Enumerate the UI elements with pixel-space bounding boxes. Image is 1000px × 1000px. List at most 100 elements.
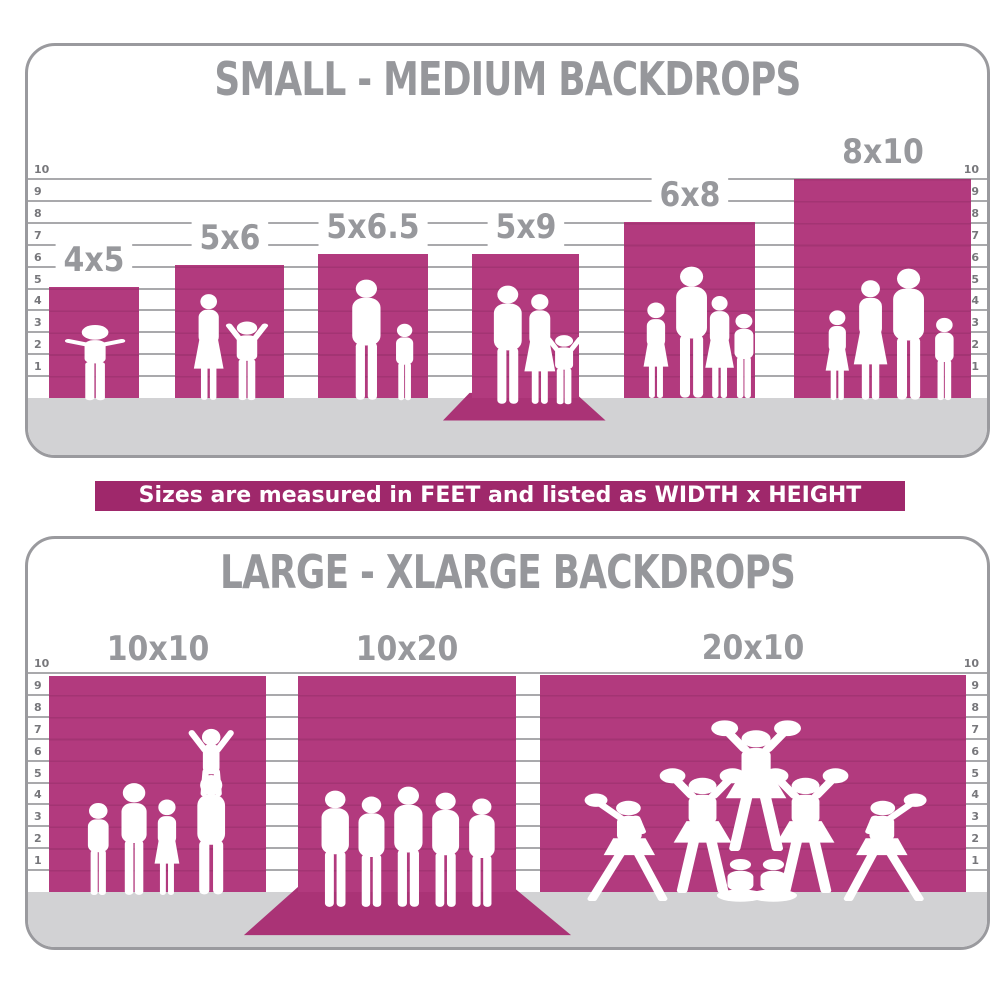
ruler-number-left-2: 2 bbox=[34, 832, 42, 846]
silhouette-child-8x10-3 bbox=[920, 317, 969, 401]
ruler-number-right-4: 4 bbox=[971, 788, 979, 802]
adult_f-figure bbox=[194, 294, 224, 400]
ruler-number-left-6: 6 bbox=[34, 744, 42, 758]
toddler-figure bbox=[64, 324, 126, 401]
ruler-number-right-7: 7 bbox=[971, 722, 979, 736]
ruler-number-left-5: 5 bbox=[34, 766, 42, 780]
ruler-number-right-2: 2 bbox=[971, 338, 979, 352]
sizing-note-banner: Sizes are measured in FEET and listed as… bbox=[95, 481, 905, 511]
cheer_lunge-figure bbox=[844, 793, 927, 902]
kid_on_shoulders-figure bbox=[188, 728, 234, 895]
ruler-number-right-8: 8 bbox=[971, 700, 979, 714]
ruler-number-right-6: 6 bbox=[971, 744, 979, 758]
child_f-figure bbox=[643, 302, 669, 399]
silhouette-cheer_lunge-20x10-0 bbox=[577, 789, 672, 902]
ruler-number-right-9: 9 bbox=[971, 184, 979, 198]
ruler-number-right-10: 10 bbox=[963, 163, 979, 176]
ruler-number-right-10: 10 bbox=[963, 657, 979, 670]
ruler-number-left-1: 1 bbox=[34, 360, 42, 374]
adult_m-figure bbox=[676, 266, 708, 398]
ruler-number-left-9: 9 bbox=[34, 184, 42, 198]
adult_m-figure bbox=[321, 790, 349, 907]
adult_m-figure bbox=[469, 798, 495, 907]
ruler-number-right-8: 8 bbox=[971, 206, 979, 220]
size-label-20x10: 20x10 bbox=[693, 629, 813, 667]
ruler-number-left-5: 5 bbox=[34, 272, 42, 286]
base_sit-figure bbox=[716, 858, 764, 902]
small-medium-panel: SMALL - MEDIUM BACKDROPS 10 10 9 9 8 8 7 7 6 6 5 5 4… bbox=[25, 43, 990, 458]
ruler-number-right-7: 7 bbox=[971, 228, 979, 242]
ruler-gridline-9ft bbox=[28, 199, 987, 202]
ruler-number-right-1: 1 bbox=[971, 360, 979, 374]
silhouette-child_f-10x10-2 bbox=[140, 798, 194, 896]
size-label-10x10: 10x10 bbox=[98, 630, 217, 668]
ruler-number-right-9: 9 bbox=[971, 678, 979, 692]
adult_m-figure bbox=[358, 796, 384, 907]
ruler-number-right-2: 2 bbox=[971, 832, 979, 846]
silhouette-child_arms_up-5x6-1 bbox=[215, 319, 279, 401]
silhouette-child_f-6x8-0 bbox=[629, 301, 683, 399]
floor-strip bbox=[28, 398, 987, 455]
small-medium-title: SMALL - MEDIUM BACKDROPS bbox=[214, 52, 801, 106]
child-figure bbox=[396, 323, 414, 401]
silhouette-adult_m-6x8-1 bbox=[653, 266, 730, 399]
adult_m-figure bbox=[393, 786, 423, 907]
backdrop-5x6 bbox=[175, 265, 284, 398]
child-figure bbox=[121, 783, 147, 895]
silhouette-adult_m-10x20-3 bbox=[412, 792, 479, 908]
silhouette-cheer_v-20x10-5 bbox=[752, 767, 859, 894]
ruler-number-right-1: 1 bbox=[971, 854, 979, 868]
silhouette-adult_m-8x10-2 bbox=[870, 268, 947, 401]
adult_m-figure bbox=[432, 792, 460, 907]
ruler-number-left-7: 7 bbox=[34, 722, 42, 736]
child-figure bbox=[934, 317, 954, 401]
ruler-number-right-4: 4 bbox=[971, 294, 979, 308]
cheer_lunge-figure bbox=[585, 793, 668, 902]
ruler-number-right-3: 3 bbox=[971, 810, 979, 824]
ruler-number-left-10: 10 bbox=[34, 657, 50, 670]
adult_m-figure bbox=[494, 285, 522, 404]
size-label-6x8: 6x8 bbox=[651, 176, 728, 214]
child_arms_up-figure bbox=[545, 335, 583, 405]
ruler-number-left-7: 7 bbox=[34, 228, 42, 242]
adult_m-figure bbox=[893, 268, 925, 400]
silhouette-adult_f-5x9-1 bbox=[509, 293, 571, 405]
ruler-number-left-1: 1 bbox=[34, 854, 42, 868]
silhouette-cheer_lunge-20x10-6 bbox=[839, 789, 934, 902]
silhouette-adult_f-8x10-1 bbox=[837, 279, 904, 401]
silhouette-child-10x10-0 bbox=[71, 802, 126, 896]
large-xlarge-title: LARGE - XLARGE BACKDROPS bbox=[219, 545, 796, 599]
child-figure bbox=[734, 313, 754, 399]
size-label-10x20: 10x20 bbox=[347, 630, 467, 668]
small-medium-chart-area: 10 10 9 9 8 8 7 7 6 6 5 5 4 4 3 3 2 2 1 1 4x5 5x6 5x6.5 5x9 6x8 8… bbox=[28, 46, 987, 455]
silhouette-adult_m-10x20-1 bbox=[339, 796, 404, 908]
cheer_v-figure bbox=[763, 768, 849, 894]
ruler-number-left-4: 4 bbox=[34, 788, 42, 802]
adult_f-figure bbox=[854, 280, 888, 400]
ruler-number-right-3: 3 bbox=[971, 316, 979, 330]
ruler-gridline-10ft bbox=[28, 178, 987, 180]
silhouette-kid_on_shoulders-10x10-3 bbox=[165, 728, 257, 896]
size-label-4x5: 4x5 bbox=[55, 241, 133, 279]
silhouette-adult_m-10x20-0 bbox=[301, 790, 369, 908]
silhouette-child-5x6.5-1 bbox=[382, 323, 427, 401]
size-label-5x6: 5x6 bbox=[191, 219, 268, 257]
silhouette-child_arms_up-5x9-2 bbox=[536, 333, 592, 405]
ruler-number-left-10: 10 bbox=[34, 163, 50, 176]
adult_f-figure bbox=[705, 296, 735, 398]
ruler-number-right-6: 6 bbox=[971, 250, 979, 264]
ruler-number-left-3: 3 bbox=[34, 316, 42, 330]
silhouette-adult_f-6x8-2 bbox=[691, 295, 748, 399]
ruler-number-left-4: 4 bbox=[34, 294, 42, 308]
silhouette-child-10x10-1 bbox=[101, 782, 167, 896]
ruler-number-left-8: 8 bbox=[34, 206, 42, 220]
ruler-number-left-8: 8 bbox=[34, 700, 42, 714]
silhouette-child_f-8x10-0 bbox=[812, 309, 863, 401]
adult_f-figure bbox=[524, 294, 556, 404]
silhouette-adult_f-5x6-0 bbox=[179, 293, 238, 401]
ruler-number-right-5: 5 bbox=[971, 766, 979, 780]
child_f-figure bbox=[154, 799, 180, 896]
silhouette-adult_m-5x6.5-0 bbox=[331, 279, 402, 401]
size-label-5x6.5: 5x6.5 bbox=[318, 208, 428, 246]
silhouette-adult_m-5x9-0 bbox=[473, 285, 543, 405]
